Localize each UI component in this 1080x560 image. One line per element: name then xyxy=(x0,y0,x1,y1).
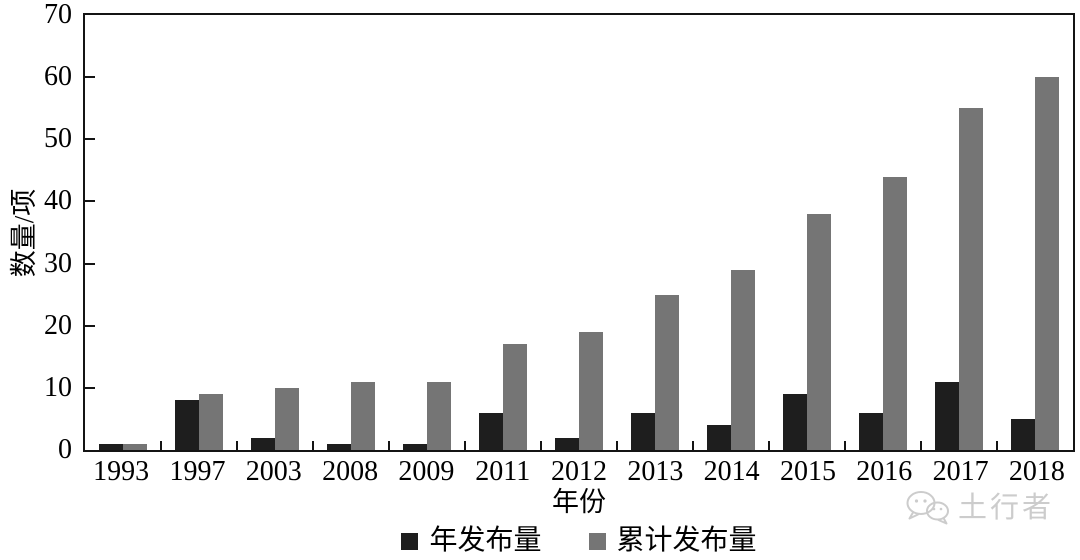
bar-cumulative-2008 xyxy=(351,381,375,450)
bar-group-1993 xyxy=(85,15,161,450)
y-tick-20 xyxy=(85,324,95,327)
bar-annual-2018 xyxy=(1011,418,1035,450)
y-tick-30 xyxy=(85,262,95,265)
y-tick-label-30: 30 xyxy=(44,247,72,279)
x-tick-5 xyxy=(464,441,466,450)
legend: 年发布量 累计发布量 xyxy=(83,526,1075,556)
bar-group-2017 xyxy=(921,15,997,450)
y-axis-tick-labels: 0 10 20 30 40 50 60 70 xyxy=(0,0,72,560)
x-tick-label-2018: 2018 xyxy=(1008,456,1065,487)
bar-group-2003 xyxy=(237,15,313,450)
bar-group-2009 xyxy=(389,15,465,450)
bar-cumulative-2011 xyxy=(503,344,527,450)
x-tick-12 xyxy=(996,441,998,450)
x-tick-6 xyxy=(540,441,542,450)
x-tick-label-2017: 2017 xyxy=(932,456,989,487)
y-tick-label-10: 10 xyxy=(44,371,72,403)
wechat-icon xyxy=(906,491,949,525)
plot-area xyxy=(83,13,1075,452)
legend-label-annual: 年发布量 xyxy=(429,525,542,556)
bar-annual-2012 xyxy=(555,437,579,450)
bar-annual-2013 xyxy=(631,412,655,450)
x-tick-label-2015: 2015 xyxy=(779,456,836,487)
bar-cumulative-2017 xyxy=(959,108,983,450)
y-tick-40 xyxy=(85,200,95,203)
legend-swatch-annual xyxy=(401,532,419,550)
bar-annual-2003 xyxy=(251,437,275,450)
y-tick-60 xyxy=(85,76,95,79)
watermark: 土行者 xyxy=(903,487,1054,529)
bar-group-2013 xyxy=(617,15,693,450)
x-tick-label-2009: 2009 xyxy=(398,456,455,487)
y-tick-50 xyxy=(85,138,95,141)
x-tick-2 xyxy=(235,441,238,450)
bar-annual-1997 xyxy=(175,400,199,450)
x-tick-label-2016: 2016 xyxy=(856,456,913,487)
x-axis-title: 年份 xyxy=(552,487,606,517)
bar-group-2014 xyxy=(693,15,769,450)
x-tick-3 xyxy=(312,441,314,450)
y-tick-label-60: 60 xyxy=(44,61,72,93)
x-tick-1 xyxy=(159,441,162,450)
x-tick-label-2012: 2012 xyxy=(551,456,608,487)
bar-annual-2008 xyxy=(327,443,351,450)
x-tick-label-1997: 1997 xyxy=(169,456,226,487)
bar-cumulative-1997 xyxy=(199,394,223,450)
bar-cumulative-2013 xyxy=(655,294,679,450)
legend-label-cumulative: 累计发布量 xyxy=(616,525,757,556)
bar-cumulative-2009 xyxy=(427,381,451,450)
bar-annual-2011 xyxy=(479,412,503,450)
bar-annual-1993 xyxy=(99,443,123,450)
bar-annual-2017 xyxy=(935,381,959,450)
bar-annual-2015 xyxy=(783,394,807,450)
x-axis-tick-labels: 1993 1997 2003 2008 2009 2011 2012 2013 2014 2015… xyxy=(83,457,1075,487)
x-tick-label-2014: 2014 xyxy=(703,456,760,487)
bar-group-2015 xyxy=(769,15,845,450)
y-tick-label-50: 50 xyxy=(44,123,72,155)
y-tick-label-0: 0 xyxy=(58,434,72,465)
x-tick-label-2003: 2003 xyxy=(245,456,302,487)
bar-group-2012 xyxy=(541,15,617,450)
bar-annual-2016 xyxy=(859,412,883,450)
x-tick-label-1993: 1993 xyxy=(93,456,150,487)
bar-group-2018 xyxy=(997,15,1073,450)
bar-cumulative-2015 xyxy=(807,213,831,450)
x-tick-7 xyxy=(615,441,618,450)
bar-cumulative-2018 xyxy=(1035,77,1059,450)
legend-swatch-cumulative xyxy=(588,532,606,550)
bar-annual-2014 xyxy=(707,425,731,450)
x-tick-8 xyxy=(691,441,694,450)
x-tick-label-2011: 2011 xyxy=(475,456,531,487)
x-tick-label-2013: 2013 xyxy=(627,456,684,487)
y-tick-label-20: 20 xyxy=(44,309,72,341)
bars-container xyxy=(85,15,1073,450)
bar-group-2011 xyxy=(465,15,541,450)
x-tick-4 xyxy=(387,441,390,450)
watermark-text: 土行者 xyxy=(958,492,1055,524)
bar-group-1997 xyxy=(161,15,237,450)
bar-cumulative-2003 xyxy=(275,387,299,450)
x-tick-label-2008: 2008 xyxy=(322,456,379,487)
x-tick-9 xyxy=(767,441,770,450)
bar-annual-2009 xyxy=(403,443,427,450)
x-tick-11 xyxy=(920,441,922,450)
x-tick-10 xyxy=(844,441,846,450)
bar-cumulative-1993 xyxy=(123,443,147,450)
bar-cumulative-2016 xyxy=(883,176,907,450)
bar-cumulative-2014 xyxy=(731,269,755,450)
y-tick-10 xyxy=(85,386,95,389)
bar-cumulative-2012 xyxy=(579,331,603,450)
y-tick-label-70: 70 xyxy=(44,0,72,30)
bar-group-2008 xyxy=(313,15,389,450)
bar-group-2016 xyxy=(845,15,921,450)
y-tick-label-40: 40 xyxy=(44,185,72,217)
